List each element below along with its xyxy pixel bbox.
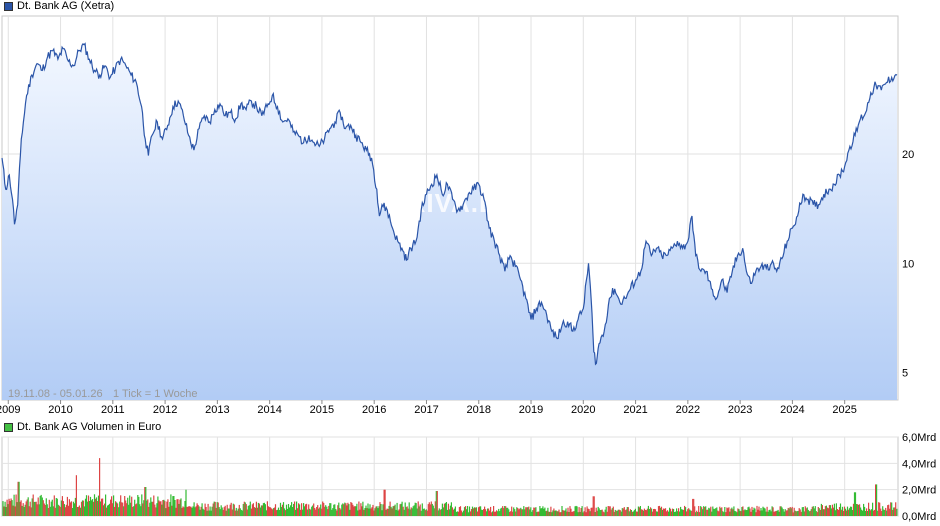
volume-y-tick-label: 0,0Mrd [902, 511, 936, 523]
x-tick-label: 2014 [257, 404, 281, 416]
volume-y-tick-label: 2,0Mrd [902, 485, 936, 497]
x-tick-label: 2018 [467, 404, 491, 416]
price-legend-swatch [4, 1, 13, 11]
y-tick-label: 20 [902, 149, 914, 161]
period-note: 19.11.08 - 05.01.26 [8, 388, 103, 400]
volume-y-tick-label: 4,0Mrd [902, 458, 936, 470]
y-tick-label: 5 [902, 368, 908, 380]
x-tick-label: 2015 [310, 404, 334, 416]
x-tick-label: 2016 [362, 404, 386, 416]
price-line [1, 42, 898, 366]
price-legend: Dt. Bank AG (Xetra) [4, 0, 114, 12]
price-area [2, 43, 897, 400]
x-tick-label: 2024 [780, 404, 804, 416]
x-tick-label: 2017 [414, 404, 438, 416]
volume-y-tick-label: 6,0Mrd [902, 432, 936, 444]
x-tick-label: 2023 [728, 404, 752, 416]
x-tick-label: 2022 [676, 404, 700, 416]
x-tick-label: 2021 [623, 404, 647, 416]
price-legend-label: Dt. Bank AG (Xetra) [17, 0, 115, 12]
volume-legend: Dt. Bank AG Volumen in Euro [4, 421, 161, 433]
x-tick-label: 2010 [48, 404, 72, 416]
volume-legend-label: Dt. Bank AG Volumen in Euro [17, 421, 162, 433]
x-tick-label: 2009 [0, 404, 21, 416]
tick-note: 1 Tick = 1 Woche [113, 388, 197, 400]
x-tick-label: 2020 [571, 404, 595, 416]
x-tick-label: 2019 [519, 404, 543, 416]
x-tick-label: 2025 [832, 404, 856, 416]
volume-legend-swatch [4, 422, 13, 432]
x-tick-label: 2011 [101, 404, 125, 416]
x-tick-label: 2012 [153, 404, 177, 416]
y-tick-label: 10 [902, 258, 914, 270]
x-tick-label: 2013 [205, 404, 229, 416]
